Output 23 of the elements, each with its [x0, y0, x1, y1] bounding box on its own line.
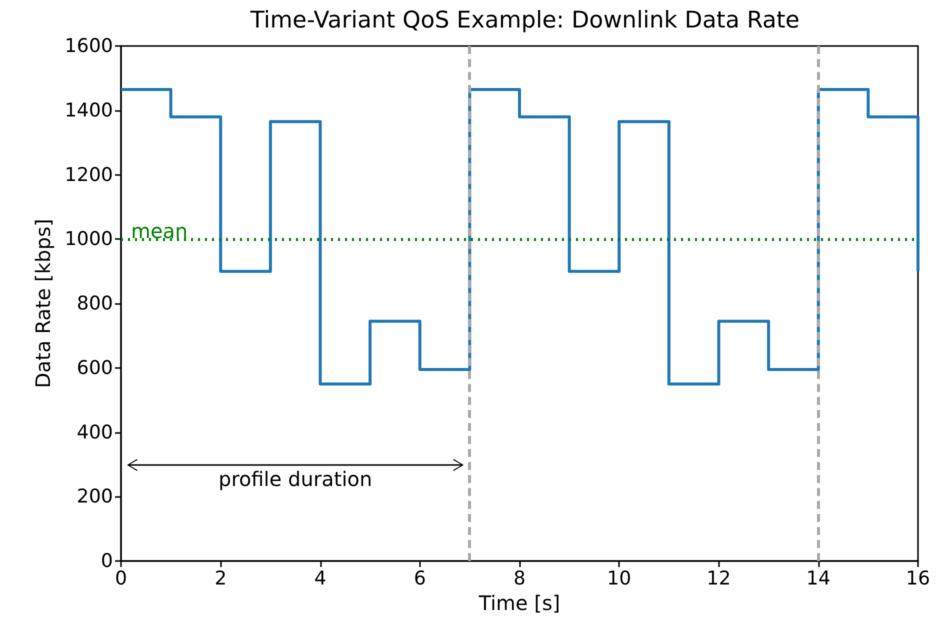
y-tick-label: 1400 [64, 99, 113, 122]
annotation: profile duration [218, 467, 372, 491]
y-tick-label: 1600 [64, 35, 113, 57]
x-tick-label: 6 [414, 568, 426, 590]
x-tick-label: 2 [214, 568, 227, 590]
x-tick-label: 12 [706, 568, 731, 590]
y-tick-label: 1200 [64, 164, 113, 186]
x-axis-title: Time [s] [478, 590, 560, 615]
y-tick-label: 1000 [64, 228, 113, 250]
chart-title: Time-Variant QoS Example: Downlink Data Rate [249, 8, 800, 34]
x-tick-label: 0 [114, 568, 128, 590]
x-tick-label: 14 [806, 568, 830, 590]
x-tick-label: 16 [906, 568, 930, 590]
ref-line-label: mean [131, 219, 188, 244]
x-tick-label: 8 [513, 568, 526, 590]
y-tick-label: 400 [76, 421, 113, 444]
y-tick-label: 800 [76, 292, 113, 314]
y-tick-label: 0 [100, 550, 113, 572]
y-tick-label: 600 [76, 356, 113, 379]
x-tick-label: 10 [607, 568, 632, 590]
y-axis-title: Data Rate [kbps] [31, 218, 55, 388]
x-tick-label: 4 [314, 568, 326, 590]
y-tick-label: 200 [76, 486, 113, 508]
